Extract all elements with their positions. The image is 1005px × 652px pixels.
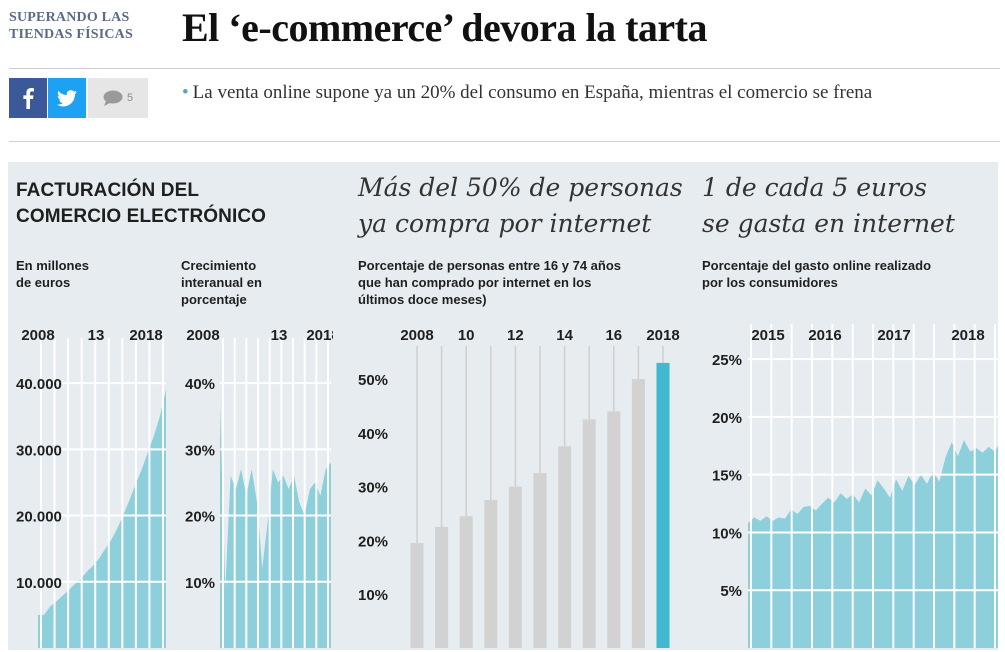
revenue-x-tick-label: 13 [88,327,105,344]
panel2-subtitle: Crecimiento interanual en porcentaje [181,257,331,308]
shoppers-x-tick-label: 10 [458,327,475,344]
panel1-subtitle-line-2: de euros [16,275,71,290]
revenue-area [38,389,166,648]
divider-top [9,68,1000,69]
panel4-title: 1 de cada 5 euros se gasta en internet [702,170,955,242]
revenue-x-tick-label: 2018 [129,327,162,344]
kicker-line-2: TIENDAS FÍSICAS [9,27,133,42]
panel1-title-line-1: FACTURACIÓN DEL [16,180,200,201]
share-y-tick-label: 20% [712,410,742,427]
interannual-growth-chart: 40% 30% 20% 10% 2008 13 2018 [185,327,333,648]
growth-x-tick-label: 13 [271,327,288,344]
ecommerce-revenue-chart: 40.000 30.000 20.000 10.000 2008 13 2018 [16,327,166,648]
panel4-title-line-2: se gasta en internet [702,209,955,238]
panel4-subtitle-line-1: Porcentaje del gasto online realizado [702,258,932,273]
shoppers-y-tick-label: 40% [358,426,388,443]
shoppers-bar [607,411,621,648]
panel1-title-line-2: COMERCIO ELECTRÓNICO [16,206,267,227]
twitter-icon [57,89,77,106]
panel2-subtitle-line-3: porcentaje [181,292,247,307]
panel2-subtitle-line-2: interanual en [181,275,262,290]
shoppers-bar [656,362,670,648]
shoppers-bar [459,516,473,648]
panel3-title-line-1: Más del 50% de personas [358,173,683,202]
growth-y-tick-label: 20% [185,509,215,526]
revenue-y-tick-label: 10.000 [16,575,62,592]
online-spending-share-chart: 25% 20% 15% 10% 5% 2015 2016 2017 2018 [712,324,998,648]
revenue-x-tick-label: 2008 [21,327,54,344]
growth-x-tick-label: 2008 [186,327,219,344]
share-x-tick-label: 2015 [751,327,784,344]
shoppers-bar [533,473,547,648]
shoppers-x-tick-label: 16 [605,327,622,344]
share-y-tick-label: 5% [720,583,742,600]
share-x-tick-label: 2017 [877,327,910,344]
share-x-tick-label: 2018 [951,327,984,344]
shoppers-bar [410,543,424,648]
share-y-tick-label: 25% [712,352,742,369]
shoppers-x-tick-label: 2018 [646,327,679,344]
comments-button[interactable]: 5 [88,78,148,118]
shoppers-bar [631,379,645,648]
shoppers-x-tick-label: 14 [556,327,573,344]
shoppers-y-tick-label: 20% [358,533,388,550]
panel2-subtitle-line-1: Crecimiento [181,258,257,273]
infographic: FACTURACIÓN DEL COMERCIO ELECTRÓNICO En … [8,162,998,650]
panel3-subtitle: Porcentaje de personas entre 16 y 74 año… [358,257,688,308]
panel3-subtitle-line-1: Porcentaje de personas entre 16 y 74 año… [358,258,622,273]
divider-bottom [9,141,1000,142]
kicker: SUPERANDO LAS TIENDAS FÍSICAS [9,9,159,43]
shoppers-bar [558,446,572,648]
share-y-tick-label: 10% [712,525,742,542]
kicker-line-1: SUPERANDO LAS [9,10,130,25]
growth-y-tick-label: 30% [185,442,215,459]
panel1-subtitle-line-1: En millones [16,258,89,273]
shoppers-y-tick-label: 50% [358,372,388,389]
panel3-title: Más del 50% de personas ya compra por in… [358,170,683,242]
growth-y-tick-label: 40% [185,376,215,393]
panel3-subtitle-line-3: últimos doce meses) [358,292,487,307]
revenue-y-tick-label: 30.000 [16,442,62,459]
shoppers-x-tick-label: 12 [507,327,524,344]
facebook-share-button[interactable] [9,78,47,118]
share-y-tick-label: 15% [712,468,742,485]
summary-text: La venta online supone ya un 20% del con… [192,82,873,103]
panel4-title-line-1: 1 de cada 5 euros [702,173,927,202]
shoppers-bar [435,526,449,648]
shoppers-y-tick-label: 30% [358,480,388,497]
facebook-icon [23,88,34,109]
shoppers-bar [508,486,522,648]
shoppers-bar [582,419,596,648]
panel1-title: FACTURACIÓN DEL COMERCIO ELECTRÓNICO [16,178,266,230]
online-shoppers-chart: 50% 40% 30% 20% 10% 2008 10 12 14 16 2018 [358,327,680,648]
shoppers-bar [484,500,498,648]
panel1-subtitle: En millones de euros [16,257,166,291]
comment-count: 5 [126,92,134,104]
comment-icon [103,90,123,106]
panel4-subtitle-line-2: por los consumidores [702,275,838,290]
growth-x-tick-label: 2018 [306,327,333,344]
panel3-title-line-2: ya compra por internet [358,209,652,238]
revenue-y-tick-label: 40.000 [16,376,62,393]
shoppers-y-tick-label: 10% [358,587,388,604]
summary: • La venta online supone ya un 20% del co… [182,82,873,103]
panel3-subtitle-line-2: que han comprado por internet en los [358,275,592,290]
share-x-tick-label: 2016 [808,327,841,344]
revenue-y-tick-label: 20.000 [16,509,62,526]
growth-area [220,403,331,648]
headline: El ‘e-commerce’ devora la tarta [182,5,708,50]
panel4-subtitle: Porcentaje del gasto online realizado po… [702,257,992,291]
growth-y-tick-label: 10% [185,575,215,592]
twitter-share-button[interactable] [48,78,86,118]
shoppers-x-tick-label: 2008 [400,327,433,344]
